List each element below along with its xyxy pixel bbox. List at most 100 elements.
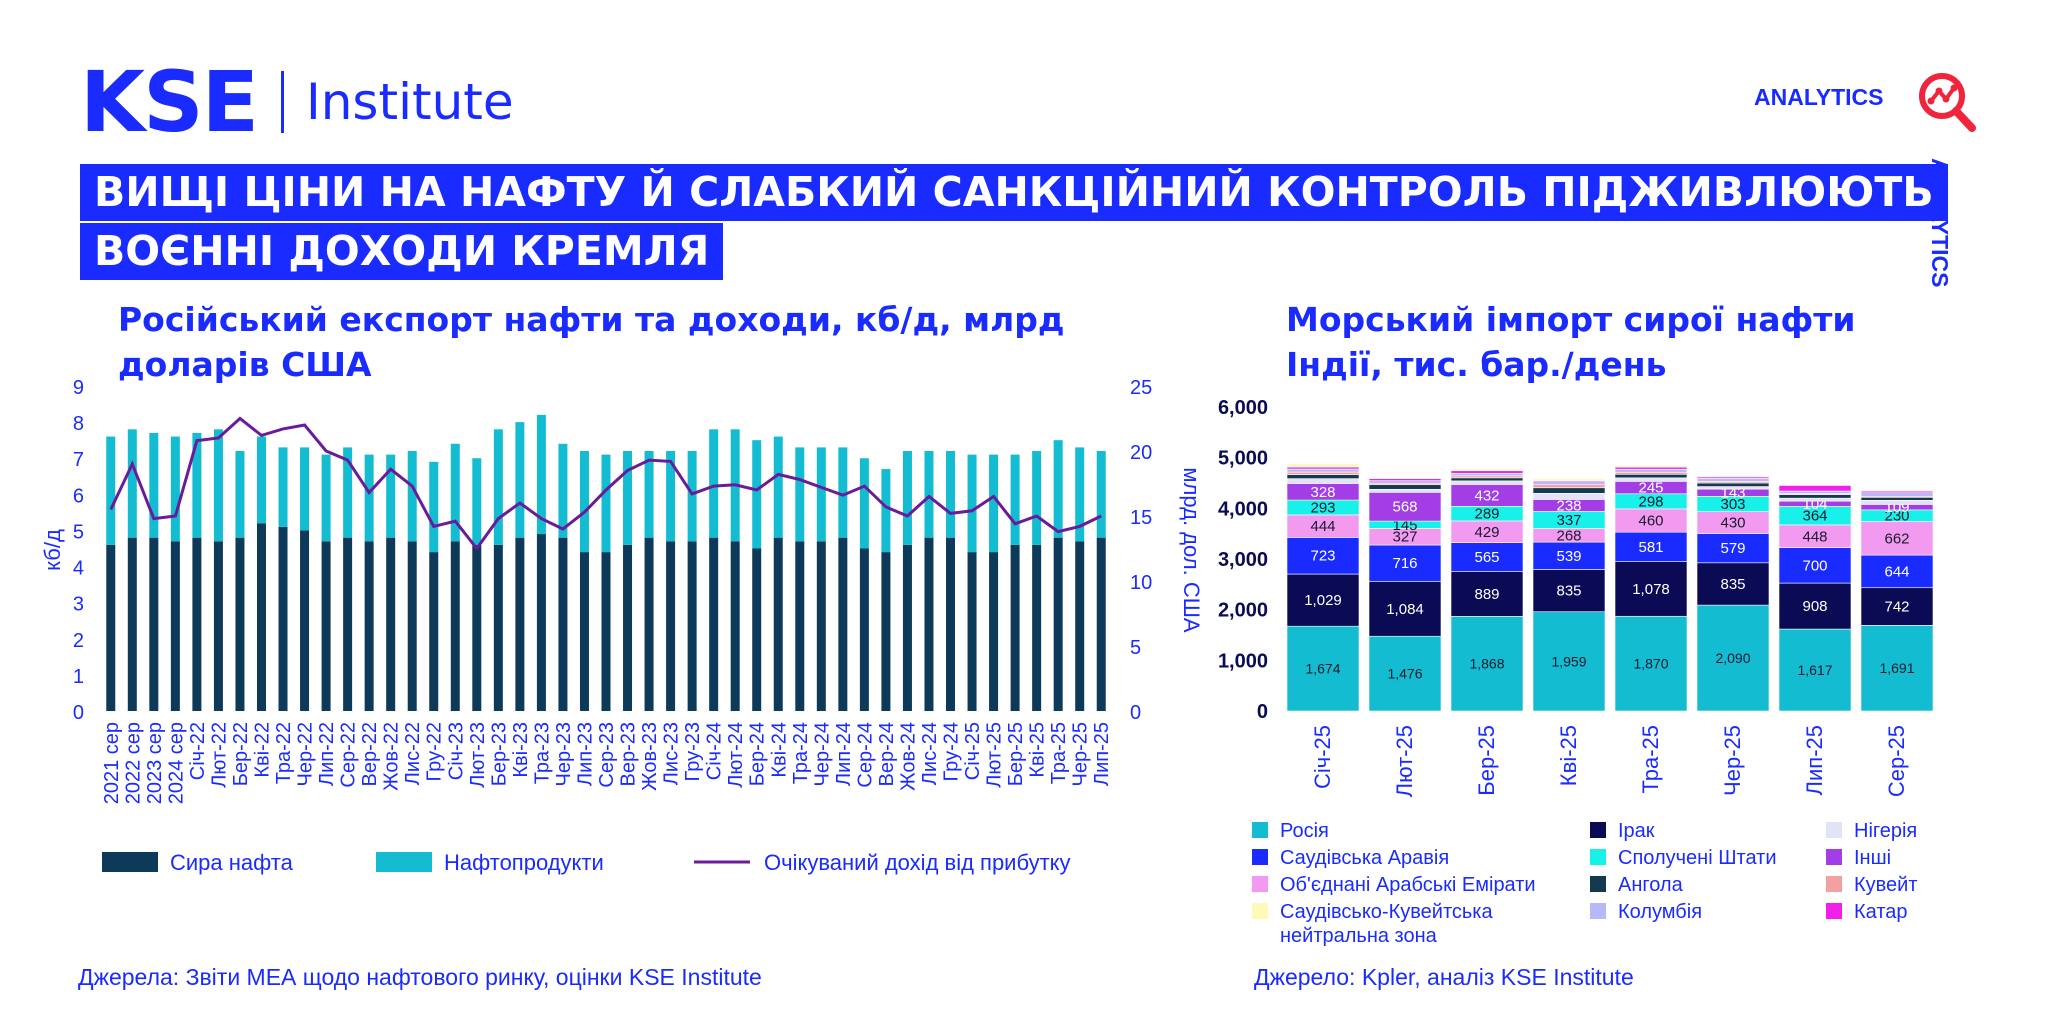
x-tick-label: Жов-22 [381, 722, 403, 791]
india-import-segment [1450, 480, 1524, 485]
india-import-segment [1450, 470, 1524, 474]
india-legend-label: Нігерія [1854, 820, 1917, 842]
x-tick-label: Сер-22 [338, 722, 360, 788]
india-import-segment [1368, 492, 1442, 522]
india-import-segment [1286, 625, 1360, 712]
crude-oil-bar [838, 537, 848, 711]
oil-products-bar [859, 458, 869, 549]
india-import-segment [1778, 497, 1852, 502]
india-segment-label: 432 [1474, 487, 1499, 504]
oil-products-bar [256, 436, 266, 524]
oil-products-bar [300, 447, 310, 531]
oil-products-bar [1096, 451, 1106, 538]
x-tick-label: Січ-22 [187, 722, 209, 780]
india-segment-label: 430 [1720, 515, 1745, 532]
india-segment-label: 448 [1802, 528, 1827, 545]
oil-products-bar [364, 454, 374, 542]
crude-oil-bar [343, 537, 353, 711]
india-import-segment [1860, 521, 1934, 556]
crude-oil-bar [902, 544, 912, 711]
india-segment-label: 337 [1556, 512, 1581, 529]
crude-oil-bar [623, 544, 633, 711]
india-legend-label: Об'єднані Арабські Емірати [1280, 874, 1536, 896]
india-segment-label: 644 [1884, 563, 1909, 580]
india-segment-label: 742 [1884, 599, 1909, 616]
india-x-tick-label: Кві-25 [1556, 725, 1581, 786]
india-import-segment [1532, 611, 1606, 712]
india-segment-label: 1,959 [1551, 653, 1586, 669]
crude-oil-bar [235, 537, 245, 711]
india-segment-label: 835 [1720, 576, 1745, 593]
india-legend-swatch [1590, 822, 1606, 838]
india-import-segment [1450, 542, 1524, 572]
oil-products-bar [816, 447, 826, 542]
india-legend-swatch [1590, 849, 1606, 865]
x-tick-label: Чер-23 [553, 722, 575, 786]
crude-oil-bar [687, 541, 697, 711]
x-tick-label: Тра-25 [1048, 722, 1070, 784]
india-x-tick-label: Лют-25 [1392, 725, 1417, 797]
oil-products-bar [709, 429, 719, 538]
x-tick-label: Бер-22 [230, 722, 252, 786]
crude-oil-bar [666, 541, 676, 711]
india-legend-swatch [1252, 903, 1268, 919]
india-import-segment [1450, 477, 1524, 482]
headline-line-2: ВОЄННІ ДОХОДИ КРЕМЛЯ [80, 223, 724, 281]
crude-oil-bar [213, 541, 223, 711]
right-y-tick-label: 5 [1130, 637, 1141, 659]
india-import-segment [1532, 478, 1606, 481]
crude-oil-bar [967, 552, 977, 711]
legend-label-crude: Сира нафта [170, 850, 294, 875]
x-tick-label: Лип-23 [574, 722, 596, 786]
x-tick-label: Лип-25 [1091, 722, 1113, 786]
oil-products-bar [1032, 451, 1042, 545]
crude-oil-bar [558, 537, 568, 711]
india-segment-label: 1,870 [1633, 656, 1668, 672]
india-import-segment [1778, 582, 1852, 630]
india-x-tick-label: Сер-25 [1884, 725, 1909, 797]
india-import-segment [1860, 554, 1934, 589]
x-tick-label: Лип-24 [833, 722, 855, 786]
x-tick-label: Бер-24 [747, 722, 769, 786]
crude-oil-bar [601, 552, 611, 711]
india-segment-label: 1,617 [1797, 662, 1832, 678]
india-import-segment [1860, 492, 1934, 497]
headline-line-1: ВИЩІ ЦІНИ НА НАФТУ Й СЛАБКИЙ САНКЦІЙНИЙ … [80, 164, 1948, 222]
india-segment-label: 700 [1802, 557, 1827, 574]
oil-products-bar [170, 436, 180, 542]
india-import-segment [1368, 478, 1442, 481]
india-y-tick-label: 0 [1257, 701, 1268, 723]
india-y-tick-label: 3,000 [1218, 549, 1268, 571]
india-y-tick-label: 6,000 [1218, 397, 1268, 419]
india-import-segment [1614, 465, 1688, 468]
india-import-segment [1532, 484, 1606, 489]
crude-oil-bar [300, 530, 310, 711]
x-tick-label: Чер-25 [1070, 722, 1092, 786]
india-import-segment [1368, 580, 1442, 637]
oil-products-bar [623, 451, 633, 545]
india-import-segment [1368, 544, 1442, 582]
x-tick-label: Вер-24 [876, 722, 898, 787]
india-segment-label: 579 [1720, 540, 1745, 557]
oil-products-bar [429, 461, 439, 553]
crude-oil-bar [924, 537, 934, 711]
india-import-segment [1532, 481, 1606, 486]
revenue-line [109, 416, 1102, 551]
legend-label-revenue: Очікуваний дохід від прибутку [764, 850, 1071, 875]
oil-products-bar [536, 414, 546, 535]
india-import-segment [1286, 478, 1360, 484]
india-import-segment [1696, 486, 1770, 490]
crude-oil-bar [1096, 537, 1106, 711]
left-chart-title: Російський експорт нафти та доходи, кб/д… [118, 300, 1065, 384]
x-tick-label: Січ-25 [962, 722, 984, 780]
india-legend-label: Катар [1854, 901, 1908, 923]
india-import-segment [1614, 466, 1688, 470]
crude-oil-bar [256, 523, 266, 711]
crude-oil-bar [472, 544, 482, 711]
oil-products-bar [946, 451, 956, 538]
crude-oil-bar [946, 537, 956, 711]
oil-products-bar [1075, 447, 1085, 542]
crude-oil-bar [127, 537, 137, 711]
india-import-segment [1286, 463, 1360, 468]
india-segment-label: 1,868 [1469, 656, 1504, 672]
